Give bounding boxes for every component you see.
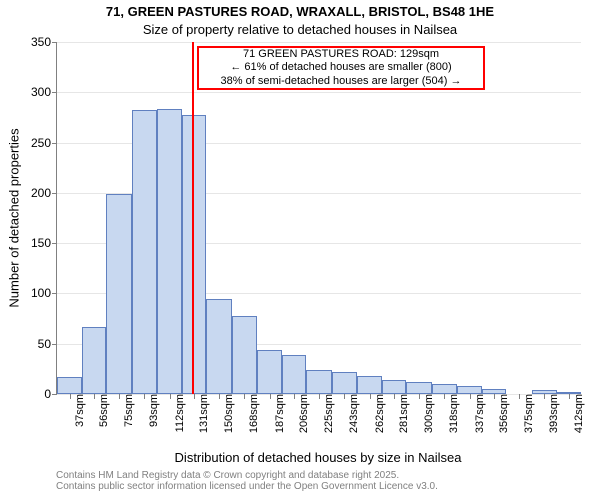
xtick-mark: [444, 394, 445, 399]
annotation-line: ← 61% of detached houses are smaller (80…: [230, 61, 451, 74]
ytick-label: 100: [31, 286, 51, 300]
xtick-label: 75sqm: [123, 394, 135, 427]
xtick-mark: [219, 394, 220, 399]
ytick-mark: [52, 243, 57, 244]
ytick-mark: [52, 92, 57, 93]
ytick-mark: [52, 143, 57, 144]
xtick-mark: [294, 394, 295, 399]
histogram-bar: [357, 376, 382, 394]
xtick-label: 243sqm: [348, 394, 360, 433]
ytick-mark: [52, 394, 57, 395]
ytick-mark: [52, 293, 57, 294]
xtick-mark: [94, 394, 95, 399]
x-axis-label: Distribution of detached houses by size …: [56, 450, 580, 465]
xtick-label: 412sqm: [573, 394, 585, 433]
histogram-figure: 71, GREEN PASTURES ROAD, WRAXALL, BRISTO…: [0, 0, 600, 500]
ytick-mark: [52, 344, 57, 345]
xtick-label: 131sqm: [198, 394, 210, 433]
histogram-bar: [306, 370, 331, 394]
ytick-label: 300: [31, 85, 51, 99]
xtick-mark: [244, 394, 245, 399]
histogram-bar: [106, 194, 131, 394]
ytick-label: 50: [38, 337, 51, 351]
ytick-label: 200: [31, 186, 51, 200]
xtick-label: 300sqm: [423, 394, 435, 433]
xtick-label: 168sqm: [248, 394, 260, 433]
xtick-label: 37sqm: [74, 394, 86, 427]
xtick-label: 356sqm: [498, 394, 510, 433]
xtick-label: 337sqm: [474, 394, 486, 433]
xtick-mark: [370, 394, 371, 399]
xtick-label: 93sqm: [148, 394, 160, 427]
histogram-bar: [57, 377, 82, 394]
histogram-bar: [332, 372, 357, 394]
footer-line2: Contains public sector information licen…: [56, 481, 438, 492]
y-axis-label: Number of detached properties: [7, 128, 22, 307]
reference-vline: [192, 42, 194, 394]
gridline: [57, 42, 581, 43]
plot-area: 05010015020025030035037sqm56sqm75sqm93sq…: [56, 42, 581, 395]
histogram-bar: [406, 382, 431, 394]
annotation-heading: 71 GREEN PASTURES ROAD: 129sqm: [243, 48, 439, 61]
xtick-mark: [394, 394, 395, 399]
xtick-label: 393sqm: [548, 394, 560, 433]
xtick-mark: [344, 394, 345, 399]
footer-credits: Contains HM Land Registry data © Crown c…: [56, 470, 438, 492]
histogram-bar: [157, 109, 182, 394]
ytick-label: 0: [44, 387, 51, 401]
xtick-label: 187sqm: [274, 394, 286, 433]
xtick-mark: [194, 394, 195, 399]
xtick-mark: [544, 394, 545, 399]
xtick-label: 375sqm: [523, 394, 535, 433]
histogram-bar: [206, 299, 231, 394]
ytick-mark: [52, 193, 57, 194]
chart-area: 0 50 100 150 200 250 300 350 37sqm 56sqm 75sqm 93sq…: [0, 0, 600, 500]
xtick-mark: [419, 394, 420, 399]
ytick-label: 250: [31, 136, 51, 150]
xtick-mark: [119, 394, 120, 399]
xtick-label: 281sqm: [398, 394, 410, 433]
histogram-bar: [382, 380, 406, 394]
xtick-mark: [270, 394, 271, 399]
xtick-label: 112sqm: [174, 394, 186, 432]
xtick-mark: [170, 394, 171, 399]
xtick-label: 150sqm: [223, 394, 235, 433]
histogram-bar: [257, 350, 282, 394]
histogram-bar: [182, 115, 206, 394]
xtick-mark: [494, 394, 495, 399]
gridline: [57, 92, 581, 93]
annotation-box: 71 GREEN PASTURES ROAD: 129sqm← 61% of d…: [197, 46, 485, 90]
footer-line1: Contains HM Land Registry data © Crown c…: [56, 470, 438, 481]
histogram-bar: [457, 386, 482, 394]
histogram-bar: [282, 355, 306, 394]
xtick-label: 56sqm: [98, 394, 110, 427]
xtick-label: 318sqm: [448, 394, 460, 433]
xtick-label: 225sqm: [323, 394, 335, 433]
xtick-label: 206sqm: [298, 394, 310, 433]
xtick-mark: [319, 394, 320, 399]
xtick-mark: [144, 394, 145, 399]
ytick-mark: [52, 42, 57, 43]
ytick-label: 350: [31, 35, 51, 49]
xtick-mark: [70, 394, 71, 399]
histogram-bar: [432, 384, 457, 394]
histogram-bar: [232, 316, 257, 394]
histogram-bar: [82, 327, 106, 394]
xtick-mark: [519, 394, 520, 399]
xtick-mark: [470, 394, 471, 399]
xtick-label: 262sqm: [374, 394, 386, 433]
xtick-mark: [569, 394, 570, 399]
ytick-label: 150: [31, 236, 51, 250]
annotation-line: 38% of semi-detached houses are larger (…: [221, 75, 462, 88]
histogram-bar: [132, 110, 157, 394]
